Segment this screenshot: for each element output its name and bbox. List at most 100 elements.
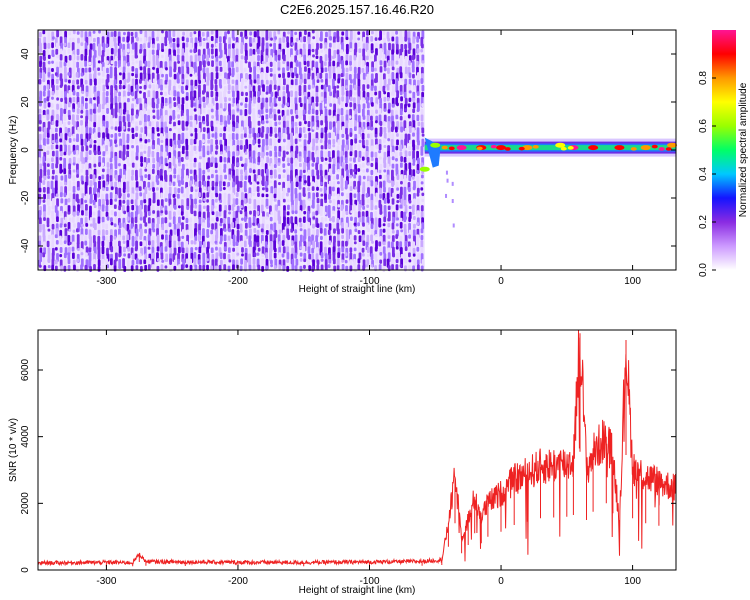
- noise-cell: [416, 222, 419, 226]
- noise-cell: [72, 108, 76, 113]
- noise-cell: [84, 181, 88, 189]
- noise-cell: [76, 210, 80, 216]
- noise-cell: [72, 198, 76, 208]
- noise-cell: [328, 258, 332, 264]
- noise-cell: [169, 42, 173, 48]
- noise-cell: [261, 265, 265, 272]
- noise-cell: [249, 43, 253, 47]
- noise-cell: [323, 211, 327, 215]
- noise-cell: [206, 42, 210, 50]
- noise-cell: [130, 31, 134, 37]
- noise-cell: [386, 31, 390, 40]
- noise-cell: [407, 103, 411, 108]
- noise-cell: [81, 223, 84, 228]
- noise-cell: [232, 90, 235, 98]
- noise-cell: [218, 163, 222, 172]
- noise-cell: [236, 223, 240, 230]
- noise-cell: [403, 228, 407, 237]
- noise-cell: [63, 42, 67, 47]
- noise-cell: [219, 127, 223, 132]
- signal-hotspot: [476, 146, 483, 151]
- noise-cell: [165, 67, 168, 71]
- noise-cell: [349, 120, 353, 128]
- noise-cell: [202, 108, 206, 114]
- noise-cell: [408, 205, 412, 210]
- signal-hotspot: [532, 145, 539, 149]
- noise-cell: [374, 85, 377, 92]
- noise-cell: [308, 103, 312, 111]
- noise-cell: [386, 192, 390, 200]
- noise-cell: [383, 258, 387, 267]
- noise-cell: [244, 85, 248, 89]
- noise-cell: [382, 30, 386, 35]
- noise-cell: [316, 120, 320, 129]
- noise-cell: [408, 162, 412, 170]
- noise-cell: [84, 67, 88, 73]
- noise-cell: [190, 138, 193, 146]
- noise-cell: [311, 204, 315, 209]
- noise-cell: [172, 55, 176, 62]
- noise-cell: [210, 108, 214, 113]
- noise-cell: [283, 205, 286, 212]
- noise-cell: [231, 61, 235, 68]
- noise-cell: [303, 264, 306, 269]
- noise-cell: [123, 265, 127, 272]
- noise-cell: [189, 217, 193, 223]
- noise-cell: [411, 175, 415, 180]
- noise-cell: [76, 265, 79, 272]
- noise-cell: [307, 84, 311, 90]
- noise-cell: [72, 211, 76, 217]
- noise-cell: [224, 174, 227, 180]
- noise-cell: [110, 168, 113, 177]
- noise-cell: [240, 102, 243, 106]
- noise-cell: [180, 264, 184, 271]
- noise-cell: [374, 138, 378, 146]
- noise-cell: [362, 145, 366, 149]
- noise-cell: [320, 79, 324, 83]
- noise-cell: [164, 97, 168, 105]
- noise-cell: [63, 121, 67, 128]
- noise-cell: [46, 127, 50, 135]
- noise-cell: [194, 54, 198, 63]
- noise-cell: [127, 121, 131, 128]
- noise-cell: [315, 109, 319, 116]
- noise-cell: [178, 180, 181, 187]
- noise-cell: [374, 54, 377, 63]
- x-tick-label: -200: [228, 576, 248, 587]
- noise-cell: [114, 198, 118, 202]
- noise-cell: [117, 234, 121, 242]
- noise-cell: [365, 36, 369, 45]
- noise-cell: [303, 36, 306, 43]
- noise-cell: [379, 252, 383, 256]
- noise-cell: [257, 48, 260, 55]
- noise-cell: [282, 174, 286, 179]
- noise-cell: [312, 54, 315, 58]
- noise-cell: [383, 169, 387, 173]
- noise-cell: [118, 132, 122, 137]
- noise-cell: [63, 49, 67, 56]
- noise-cell: [202, 67, 206, 74]
- noise-cell: [302, 192, 306, 197]
- noise-cell: [319, 228, 323, 234]
- noise-cell: [164, 79, 168, 85]
- noise-cell: [177, 144, 181, 149]
- noise-cell: [298, 85, 302, 93]
- noise-cell: [101, 204, 105, 212]
- noise-cell: [291, 42, 294, 46]
- noise-cell: [328, 132, 332, 139]
- noise-cell: [269, 43, 273, 47]
- noise-cell: [291, 264, 295, 271]
- noise-cell: [161, 30, 164, 34]
- noise-cell: [311, 84, 315, 89]
- noise-cell: [416, 210, 420, 217]
- noise-cell: [131, 54, 135, 62]
- noise-cell: [155, 103, 159, 109]
- noise-cell: [265, 72, 268, 80]
- noise-cell: [98, 151, 102, 155]
- noise-cell: [341, 246, 345, 253]
- noise-cell: [298, 90, 302, 97]
- noise-cell: [106, 264, 110, 269]
- noise-cell: [404, 204, 408, 214]
- noise-cell: [391, 264, 394, 271]
- noise-cell: [265, 91, 269, 95]
